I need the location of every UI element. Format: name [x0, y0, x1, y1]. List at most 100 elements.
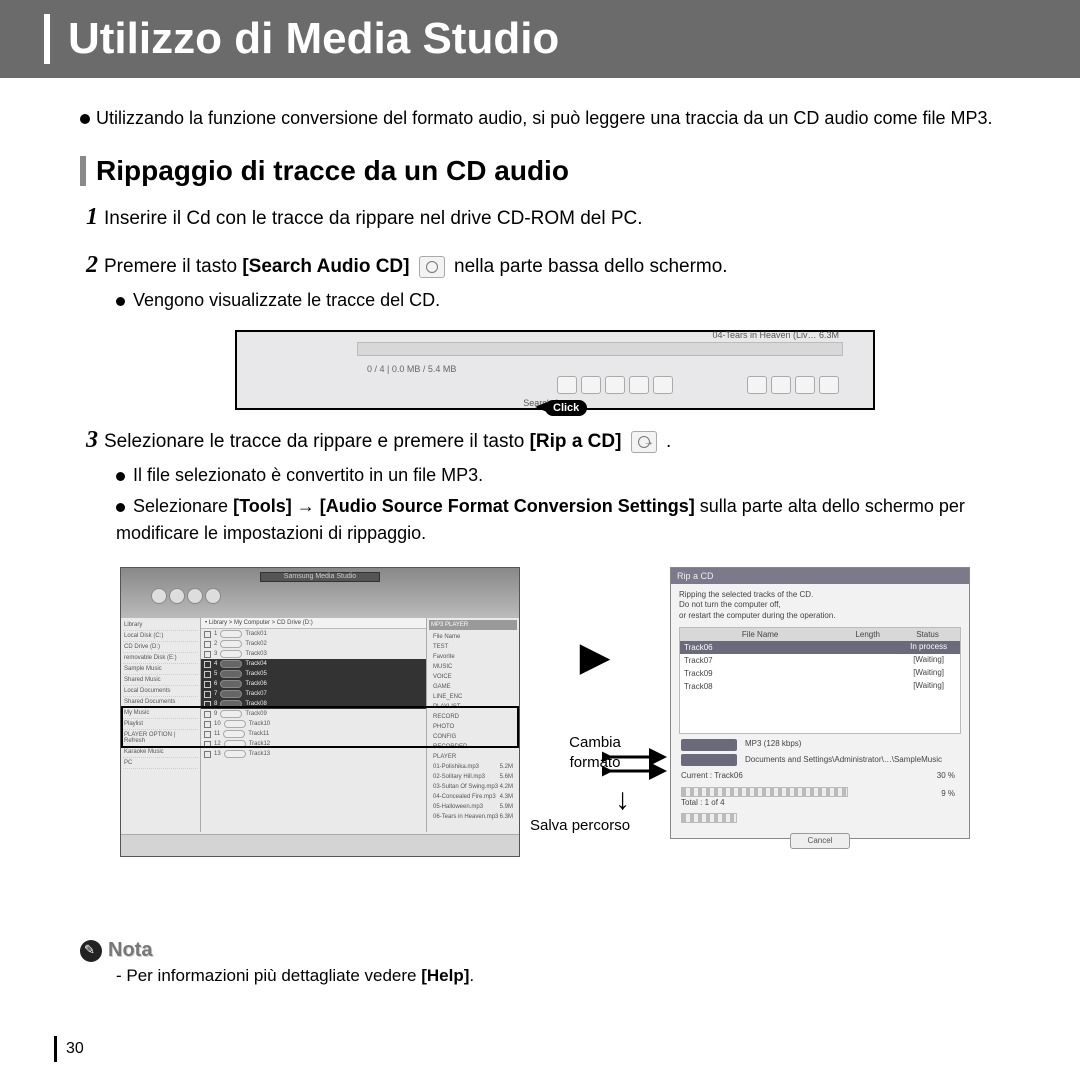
step-2: 2 Premere il tasto [Search Audio CD] nell… [80, 247, 1030, 283]
rip-current: Current : Track06 [681, 770, 959, 783]
rip-dialog-screenshot: Rip a CD Ripping the selected tracks of … [670, 567, 970, 839]
step-2-bold: [Search Audio CD] [242, 256, 409, 277]
toolbar-btn-icon [771, 376, 791, 394]
rip-row: Track08[Waiting] [680, 680, 960, 693]
page-title: Utilizzo di Media Studio [54, 14, 1080, 64]
ms-right-item: MUSIC [431, 663, 515, 673]
rip-format-label-icon [681, 739, 737, 751]
step-3-pre: Selezionare le tracce da rippare e preme… [104, 431, 530, 452]
nota-body-bold: [Help] [421, 966, 469, 985]
ms-right-item: RECORDED [431, 743, 515, 753]
ms-right-item: GAME [431, 683, 515, 693]
toolbar-progress [357, 342, 843, 356]
rip-col-length: Length [840, 628, 895, 641]
rip-dialog-note: Ripping the selected tracks of the CD. D… [671, 584, 969, 627]
toolbar-btn-icon [605, 376, 625, 394]
nota-heading: Nota [80, 939, 1030, 962]
toolbar-btn-icon [747, 376, 767, 394]
track-row: 6Track06 [201, 679, 426, 689]
ms-right-item: RECORD [431, 713, 515, 723]
ms-right-item: PLAYLIST [431, 703, 515, 713]
ms-track-list: 1Track012Track023Track034Track045Track05… [201, 629, 426, 759]
heading-bar-icon [80, 156, 86, 186]
ms-right-item: 03-Sultan Of Swing.mp34.2M [431, 783, 515, 793]
rip-table-empty [680, 693, 960, 733]
ms-right-item: CONFIG [431, 733, 515, 743]
rip-pct-2: 9 % [941, 789, 955, 798]
ms-right-item: TEST [431, 643, 515, 653]
rip-row: Track06In process [680, 641, 960, 654]
ms-right-header: MP3 PLAYER [429, 620, 517, 630]
page-number: 30 [66, 1040, 84, 1058]
toolbar-btn-icon [581, 376, 601, 394]
ms-right-panel: MP3 PLAYER File NameTESTFavoriteMUSICVOI… [427, 618, 519, 832]
nota-block: Nota - Per informazioni più dettagliate … [80, 939, 1030, 986]
toolbar-buttons-right [747, 376, 839, 394]
ms-right-item: 01-Polishika.mp35.2M [431, 763, 515, 773]
right-arrow-icon: ▶ [520, 637, 670, 677]
track-row: 10Track10 [201, 719, 426, 729]
rip-note-2: Do not turn the computer off, [679, 600, 781, 609]
section-heading: Rippaggio di tracce da un CD audio [80, 155, 1030, 187]
track-row: 3Track03 [201, 649, 426, 659]
track-row: 9Track09 [201, 709, 426, 719]
intro-text: Utilizzando la funzione conversione del … [80, 108, 1030, 129]
ms-left-item: My Music [123, 708, 198, 719]
rip-cd-icon [631, 431, 657, 453]
media-studio-screenshot: Samsung Media Studio LibraryLocal Disk (… [120, 567, 520, 857]
ms-left-item: Karaoke Music [123, 747, 198, 758]
ms-left-item: PC [123, 758, 198, 769]
toolbar-now-playing: 04-Tears in Heaven (Liv… 6.3M [712, 330, 839, 340]
step-3-post: . [661, 431, 672, 452]
step-3-sub2-pre: Selezionare [133, 496, 233, 516]
rip-dialog-title: Rip a CD [671, 568, 969, 584]
rip-cancel-button[interactable]: Cancel [790, 833, 850, 849]
ms-columns: LibraryLocal Disk (C:)CD Drive (D:)remov… [121, 618, 519, 832]
ms-right-item: 05-Halloween.mp35.9M [431, 803, 515, 813]
ms-right-item: VOICE [431, 673, 515, 683]
ms-right-item: PLAYER [431, 753, 515, 763]
ms-path: • Library > My Computer > CD Drive (D:) [201, 618, 426, 629]
rip-note-3: or restart the computer during the opera… [679, 611, 836, 620]
rip-path-label-icon [681, 754, 737, 766]
lower-figures: Samsung Media Studio LibraryLocal Disk (… [80, 567, 1030, 857]
ms-right-item: 04-Concealed Fire.mp34.3M [431, 793, 515, 803]
step-1-number: 1 [86, 204, 98, 230]
title-bar: Utilizzo di Media Studio [0, 0, 1080, 78]
nota-pencil-icon [80, 940, 102, 962]
rip-format-row: MP3 (128 kbps) [681, 738, 959, 751]
ms-left-item: Playlist [123, 719, 198, 730]
rip-fields: MP3 (128 kbps) Documents and Settings\Ad… [671, 734, 969, 827]
nota-body-post: . [469, 966, 474, 985]
ms-right-item: LINE_ENC [431, 693, 515, 703]
toolbar-btn-icon [819, 376, 839, 394]
step-2-number: 2 [86, 252, 98, 278]
rip-format-value: MP3 (128 kbps) [745, 738, 801, 751]
rip-total: Total : 1 of 4 [681, 797, 959, 810]
step-2-pre: Premere il tasto [104, 256, 242, 277]
track-row: 13Track13 [201, 749, 426, 759]
nota-title: Nota [108, 939, 152, 962]
rip-table: File Name Length Status Track06In proces… [679, 627, 961, 734]
toolbar-btn-icon [557, 376, 577, 394]
ms-title: Samsung Media Studio [260, 572, 380, 582]
step-2-post: nella parte bassa dello schermo. [449, 256, 728, 277]
step-1-text: Inserire il Cd con le tracce da rippare … [104, 208, 643, 229]
ms-left-item: Library [123, 620, 198, 631]
ms-nav-buttons [151, 588, 221, 604]
ms-left-item: CD Drive (D:) [123, 642, 198, 653]
ms-right-item: File Name [431, 633, 515, 643]
step-3: 3Selezionare le tracce da rippare e prem… [80, 422, 1030, 458]
track-row: 4Track04 [201, 659, 426, 669]
toolbar-btn-icon [653, 376, 673, 394]
ms-left-item: Shared Music [123, 675, 198, 686]
ms-left-item: Shared Documents [123, 697, 198, 708]
step-3-sub1: Il file selezionato è convertito in un f… [80, 462, 1030, 489]
salva-percorso-label: Salva percorso [530, 817, 630, 834]
toolbar-buttons-left [557, 376, 673, 394]
rip-rows: Track06In processTrack07[Waiting]Track09… [680, 641, 960, 693]
ms-right-item: PHOTO [431, 723, 515, 733]
arrow-icon: → [292, 496, 320, 516]
ms-left-item: Local Disk (C:) [123, 631, 198, 642]
track-row: 7Track07 [201, 689, 426, 699]
